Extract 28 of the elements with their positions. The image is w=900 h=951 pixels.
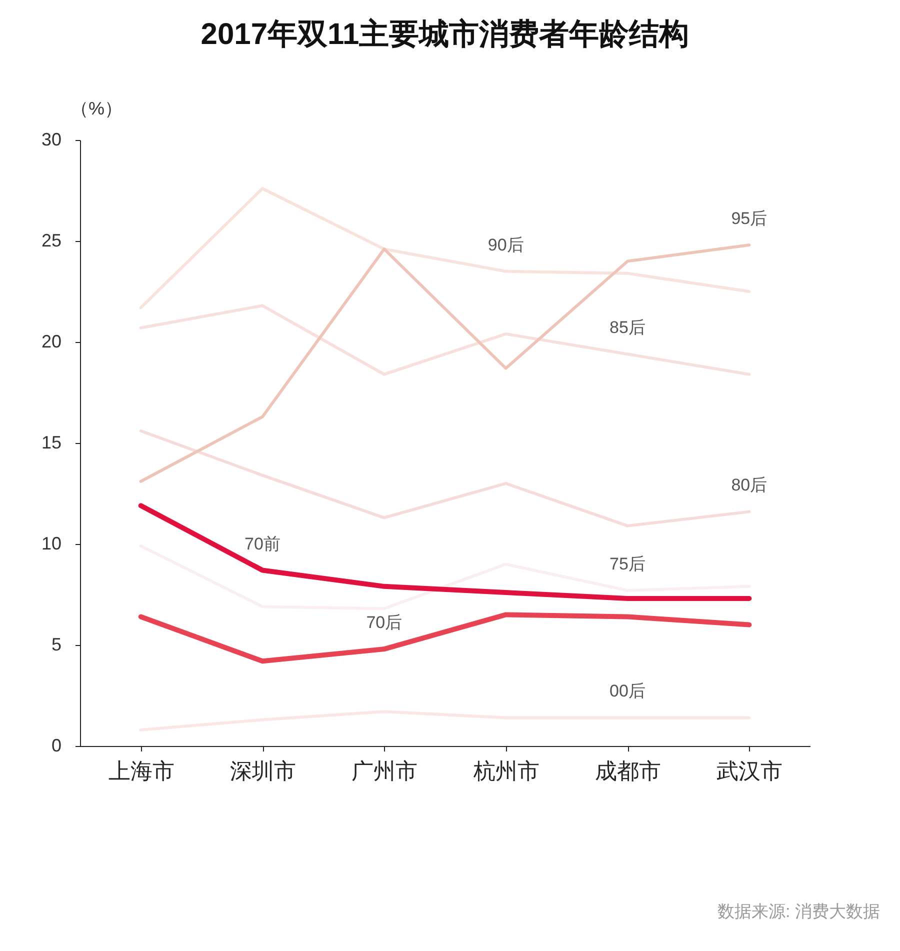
y-tick-label: 30 [41,130,62,150]
x-tick-label: 深圳市 [230,758,296,784]
line-series [139,710,751,732]
chart-title: 2017年双11主要城市消费者年龄结构 [200,17,690,51]
y-tick-label: 10 [41,534,62,554]
y-axis-title: （%） [70,98,123,118]
x-tick-label: 上海市 [108,758,174,784]
annotation: 70后 [366,613,402,632]
y-tick-label: 5 [51,634,62,654]
line-series [139,429,751,528]
x-tick-label: 成都市 [595,758,661,784]
annotation: 95后 [731,209,768,228]
x-tick-label: 武汉市 [716,758,783,784]
line-series [139,304,751,376]
x-tick-label: 广州市 [352,758,418,784]
annotation: 00后 [610,682,646,701]
y-tick-label: 15 [41,432,62,452]
line-series [139,186,751,310]
annotation: 85后 [610,318,646,338]
annotation: 90后 [488,235,524,254]
annotation: 80后 [731,476,768,495]
y-tick-label: 25 [41,230,62,250]
y-tick-label: 0 [51,736,62,756]
x-tick-label: 杭州市 [472,758,540,784]
source-note: 数据来源: 消费大数据 [716,901,880,923]
y-tick-label: 20 [41,332,62,352]
annotation: 75后 [610,554,646,574]
annotation: 70前 [244,534,280,554]
